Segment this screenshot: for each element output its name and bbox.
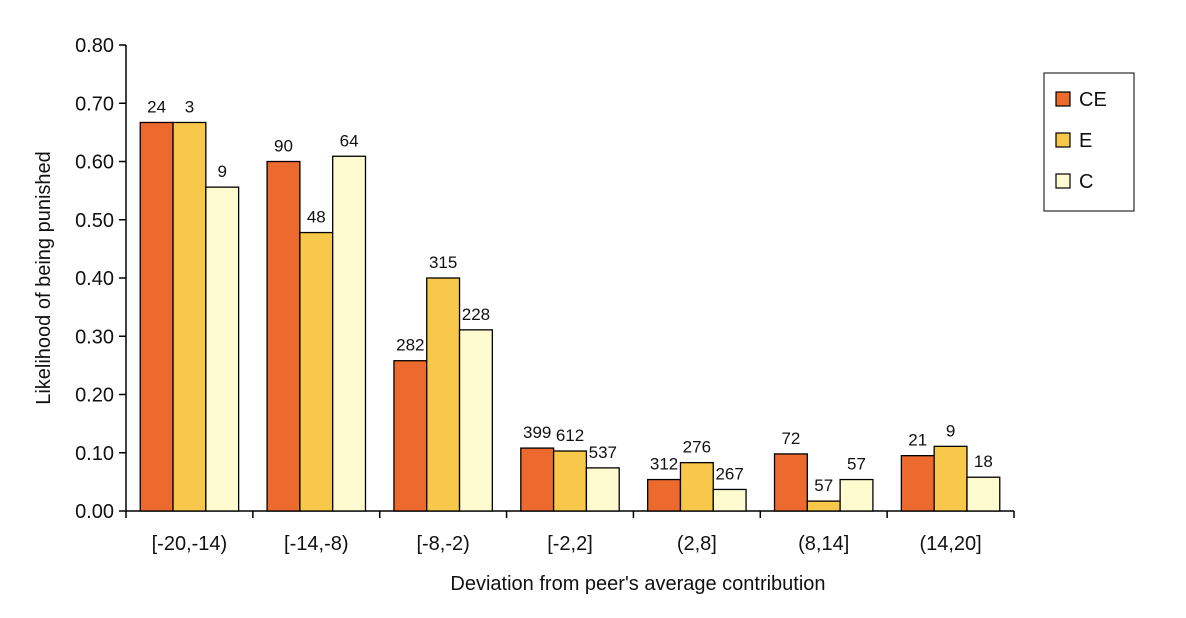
legend-label: CE: [1079, 89, 1107, 111]
bar-ce: [773, 453, 808, 512]
x-tick-label: [-20,-14): [152, 533, 228, 555]
x-tick-label: [-2,2]: [547, 533, 593, 555]
data-label: 282: [396, 336, 424, 355]
x-axis-title: Deviation from peer's average contributi…: [450, 573, 825, 595]
y-axis-title: Likelihood of being punished: [33, 151, 55, 405]
bar-e: [679, 462, 714, 512]
x-tick-label: (14,20]: [919, 533, 981, 555]
bar-e: [552, 450, 588, 512]
y-tick-label: 0.70: [75, 93, 114, 115]
bar-ce: [393, 360, 428, 512]
bar-ce: [900, 455, 935, 512]
legend-label: C: [1079, 171, 1093, 193]
data-label: 315: [429, 253, 457, 272]
legend-swatch-c: [1055, 173, 1071, 189]
legend-swatch-ce: [1055, 91, 1071, 107]
data-label: 3: [185, 97, 194, 116]
y-tick-label: 0.30: [75, 326, 114, 348]
data-label: 64: [340, 131, 359, 150]
bar-e: [806, 500, 841, 512]
data-label: 21: [908, 431, 927, 450]
bar-c: [839, 478, 874, 512]
bar-ce: [139, 121, 174, 512]
y-axis: 0.00 0.10 0.20 0.30 0.40 0.50 0.60 0.70 0.80: [75, 35, 127, 523]
data-label: 18: [974, 452, 993, 471]
bar-c: [205, 186, 240, 512]
y-tick-label: 0.60: [75, 152, 114, 174]
y-tick-label: 0.00: [75, 501, 114, 523]
data-labels: 24 90 282 399 312 72 21 3 48 315 612 276 57 9 9 64 228 53…: [147, 97, 993, 495]
bar-c: [458, 329, 493, 512]
data-label: 276: [683, 438, 711, 457]
y-tick-label: 0.40: [75, 268, 114, 290]
x-tick-label: [-14,-8): [284, 533, 348, 555]
bar-ce: [520, 447, 555, 512]
legend-swatch-e: [1055, 132, 1071, 148]
bar-e: [933, 445, 968, 512]
x-tick-label: [-8,-2): [416, 533, 469, 555]
bar-e: [172, 121, 207, 512]
data-label: 399: [523, 423, 551, 442]
data-label: 228: [462, 305, 490, 324]
data-label: 90: [274, 137, 293, 156]
x-tick-label: (8,14]: [798, 533, 849, 555]
data-label: 312: [650, 455, 678, 474]
data-label: 537: [589, 443, 617, 462]
bar-e: [299, 231, 334, 512]
legend: CE EC: [1043, 72, 1135, 212]
data-label: 9: [217, 162, 226, 181]
bar-ce: [647, 478, 682, 512]
y-tick-label: 0.10: [75, 443, 114, 465]
bar-e: [426, 277, 461, 512]
data-label: 57: [847, 455, 866, 474]
y-tick-label: 0.50: [75, 210, 114, 232]
y-tick-label: 0.80: [75, 35, 114, 57]
data-label: 24: [147, 97, 166, 116]
data-label: 57: [814, 476, 833, 495]
bar-c: [332, 155, 367, 512]
bar-ce: [266, 160, 301, 512]
y-tick-label: 0.20: [75, 385, 114, 407]
data-label: 267: [715, 464, 743, 483]
x-tick-label: (2,8]: [677, 533, 717, 555]
data-label: 72: [781, 429, 800, 448]
data-label: 48: [307, 208, 326, 227]
legend-label: E: [1079, 130, 1092, 152]
data-label: 612: [556, 426, 584, 445]
bars: [139, 121, 1001, 512]
data-label: 9: [946, 421, 955, 440]
bar-c: [712, 488, 747, 512]
x-axis: [-20,-14) [-14,-8) [-8,-2) [-2,2] (2,8] (8,14…: [125, 510, 1015, 555]
bar-c: [966, 476, 1001, 512]
bar-c: [585, 467, 620, 512]
